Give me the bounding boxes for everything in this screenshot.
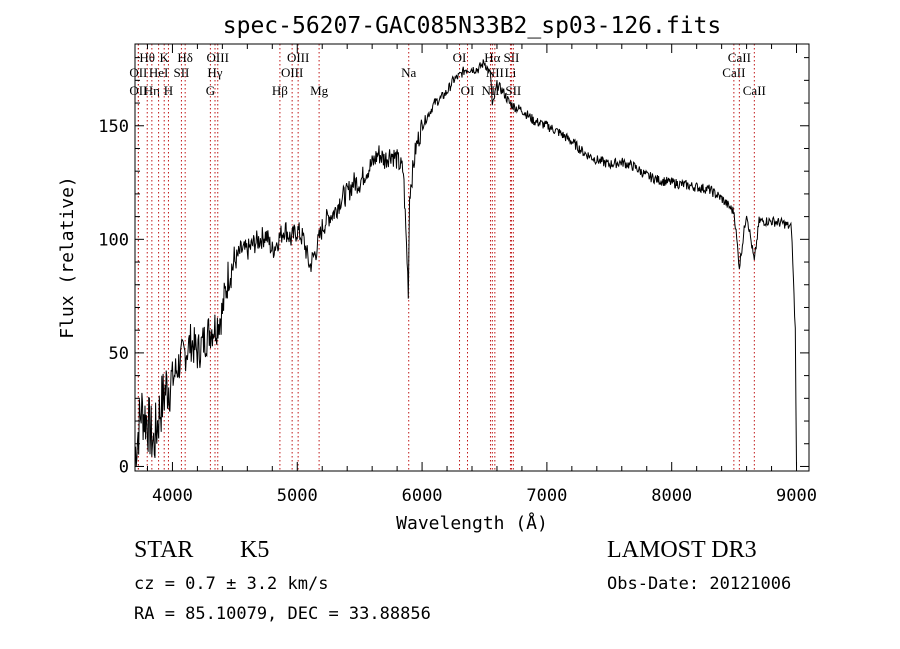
spectral-line-label: Hθ bbox=[139, 50, 155, 65]
x-tick-label: 5000 bbox=[277, 486, 318, 506]
spectral-line-label: OI bbox=[453, 50, 467, 65]
spectral-line-label: OIII bbox=[207, 50, 229, 65]
spectral-line-label: SII bbox=[173, 65, 189, 80]
survey-label: LAMOST DR3 bbox=[607, 537, 757, 563]
object-class: STAR bbox=[134, 537, 194, 563]
spectral-line-label: H bbox=[164, 83, 173, 98]
y-tick-label: 150 bbox=[98, 117, 129, 137]
ra-dec-coordinates: RA = 85.10079, DEC = 33.88856 bbox=[134, 604, 431, 624]
observation-date: Obs-Date: 20121006 bbox=[607, 574, 792, 594]
spectral-line-label: CaII bbox=[728, 50, 751, 65]
spectral-line-label: CaII bbox=[743, 83, 766, 98]
spectral-line-label: K bbox=[160, 50, 170, 65]
y-tick-label: 50 bbox=[109, 344, 129, 364]
x-tick-label: 8000 bbox=[651, 486, 692, 506]
y-tick-label: 100 bbox=[98, 230, 129, 250]
spectral-line-label: OIII bbox=[287, 50, 309, 65]
spectral-line-label: Hδ bbox=[177, 50, 193, 65]
spectrum-series bbox=[134, 59, 797, 467]
spectral-line-label: Hβ bbox=[272, 83, 288, 98]
spectral-line-label: Na bbox=[401, 65, 416, 80]
spectral-line-label: HeI bbox=[149, 65, 169, 80]
spectral-line-label: G bbox=[206, 83, 215, 98]
spectral-line-label: Hγ bbox=[207, 65, 222, 80]
object-subclass: K5 bbox=[240, 537, 270, 563]
spectral-line-label: CaII bbox=[722, 65, 745, 80]
x-tick-label: 4000 bbox=[152, 486, 193, 506]
x-axis-label: Wavelength (Å) bbox=[396, 512, 548, 534]
spectral-line-label: Mg bbox=[310, 83, 329, 98]
spectral-line-label: Hα bbox=[484, 50, 500, 65]
spectral-line-label: Hη bbox=[144, 83, 160, 98]
spectral-line-label: SII bbox=[505, 83, 521, 98]
x-tick-label: 9000 bbox=[776, 486, 817, 506]
redshift-cz: cz = 0.7 ± 3.2 km/s bbox=[134, 574, 329, 594]
y-tick-label: 0 bbox=[119, 457, 129, 477]
x-tick-label: 6000 bbox=[402, 486, 443, 506]
y-axis-label: Flux (relative) bbox=[57, 176, 78, 339]
chart-title: spec-56207-GAC085N33B2_sp03-126.fits bbox=[223, 13, 722, 39]
x-tick-label: 7000 bbox=[526, 486, 567, 506]
spectral-line-label: OIII bbox=[281, 65, 303, 80]
spectral-line-label: OII bbox=[129, 83, 147, 98]
spectral-line-label: SII bbox=[503, 50, 519, 65]
spectral-line-label: OI bbox=[461, 83, 475, 98]
spectral-line-label: Li bbox=[505, 65, 517, 80]
